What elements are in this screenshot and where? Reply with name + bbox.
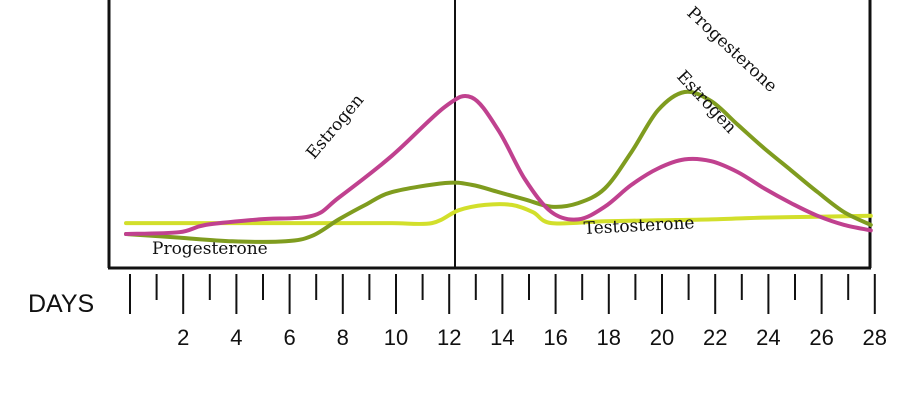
x-tick-label: 6 bbox=[283, 325, 295, 350]
x-tick-label: 28 bbox=[863, 325, 887, 350]
progesterone-series-line bbox=[124, 89, 873, 244]
x-tick-label: 22 bbox=[703, 325, 727, 350]
estrogen-label-follicular: Estrogen bbox=[303, 90, 369, 163]
testosterone-series-line bbox=[124, 202, 873, 227]
x-tick-label: 4 bbox=[230, 325, 242, 350]
estrogen-label-luteal: Estrogen bbox=[672, 67, 740, 138]
x-tick-label: 26 bbox=[809, 325, 833, 350]
x-tick-label: 18 bbox=[597, 325, 621, 350]
x-tick-label: 14 bbox=[490, 325, 514, 350]
x-tick-label: 24 bbox=[756, 325, 780, 350]
x-tick-label: 8 bbox=[337, 325, 349, 350]
x-tick-label: 20 bbox=[650, 325, 674, 350]
x-axis-label: DAYS bbox=[28, 290, 94, 318]
x-tick-label: 10 bbox=[384, 325, 408, 350]
x-tick-label: 2 bbox=[177, 325, 189, 350]
x-tick-label: 12 bbox=[437, 325, 461, 350]
testosterone-label: Testosterone bbox=[583, 213, 695, 239]
x-tick-label: 16 bbox=[543, 325, 567, 350]
progesterone-label-follicular: Progesterone bbox=[152, 239, 268, 259]
estrogen-series-line bbox=[124, 93, 873, 236]
